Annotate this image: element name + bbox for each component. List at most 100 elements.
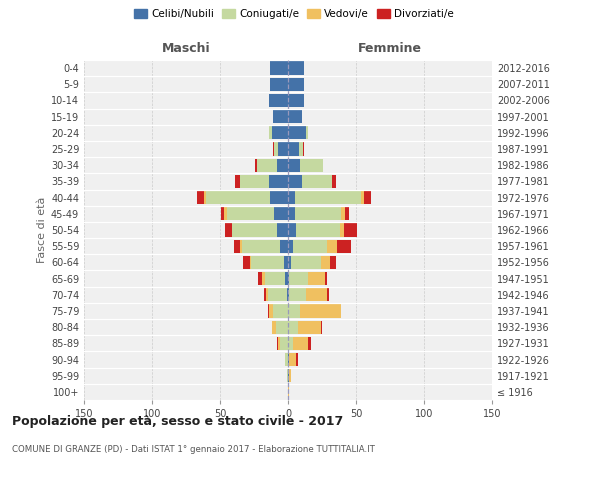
Bar [299, 142, 303, 156]
Text: COMUNE DI GRANZE (PD) - Dati ISTAT 1° gennaio 2017 - Elaborazione TUTTITALIA.IT: COMUNE DI GRANZE (PD) - Dati ISTAT 1° ge… [12, 445, 375, 454]
Bar [285, 272, 288, 285]
Bar [226, 224, 232, 236]
Bar [303, 142, 304, 156]
Bar [288, 272, 289, 285]
Bar [328, 240, 337, 253]
Bar [293, 240, 328, 253]
Bar [328, 288, 329, 302]
Bar [273, 142, 274, 156]
Bar [280, 336, 288, 350]
Bar [308, 272, 325, 285]
Bar [302, 175, 332, 188]
Text: Maschi: Maschi [161, 42, 211, 55]
Bar [364, 191, 371, 204]
Bar [273, 304, 288, 318]
Y-axis label: Fasce di età: Fasce di età [37, 197, 47, 263]
Bar [295, 207, 341, 220]
Bar [262, 272, 265, 285]
Bar [296, 353, 298, 366]
Bar [288, 94, 304, 107]
Bar [289, 369, 291, 382]
Bar [361, 191, 364, 204]
Bar [341, 207, 345, 220]
Bar [269, 175, 288, 188]
Bar [243, 256, 250, 269]
Bar [288, 207, 295, 220]
Bar [203, 191, 206, 204]
Bar [269, 304, 273, 318]
Bar [288, 288, 289, 302]
Bar [233, 240, 241, 253]
Bar [288, 353, 289, 366]
Bar [320, 320, 322, 334]
Bar [241, 240, 242, 253]
Bar [288, 386, 289, 398]
Bar [288, 240, 293, 253]
Bar [289, 353, 296, 366]
Bar [224, 207, 227, 220]
Bar [271, 191, 288, 204]
Bar [288, 191, 295, 204]
Bar [287, 369, 288, 382]
Bar [288, 336, 293, 350]
Bar [320, 256, 330, 269]
Bar [288, 256, 291, 269]
Bar [288, 110, 302, 124]
Bar [288, 320, 298, 334]
Bar [268, 304, 269, 318]
Bar [232, 224, 277, 236]
Bar [269, 94, 288, 107]
Bar [296, 224, 340, 236]
Bar [268, 288, 287, 302]
Bar [269, 126, 272, 140]
Bar [242, 240, 280, 253]
Bar [288, 62, 304, 74]
Bar [277, 158, 288, 172]
Bar [291, 256, 320, 269]
Bar [305, 288, 328, 302]
Bar [250, 256, 251, 269]
Bar [288, 369, 289, 382]
Bar [278, 142, 288, 156]
Bar [298, 320, 320, 334]
Bar [265, 272, 285, 285]
Bar [271, 78, 288, 91]
Bar [274, 207, 288, 220]
Bar [344, 224, 358, 236]
Legend: Celibi/Nubili, Coniugati/e, Vedovi/e, Divorziati/e: Celibi/Nubili, Coniugati/e, Vedovi/e, Di… [130, 5, 458, 24]
Bar [278, 336, 280, 350]
Bar [277, 224, 288, 236]
Bar [284, 256, 288, 269]
Bar [241, 175, 269, 188]
Bar [295, 191, 361, 204]
Y-axis label: Anni di nascita: Anni di nascita [598, 188, 600, 271]
Bar [288, 304, 300, 318]
Bar [305, 126, 308, 140]
Bar [345, 207, 349, 220]
Bar [288, 142, 299, 156]
Bar [325, 272, 328, 285]
Bar [221, 207, 224, 220]
Bar [288, 224, 296, 236]
Bar [277, 336, 278, 350]
Bar [271, 62, 288, 74]
Bar [251, 256, 284, 269]
Bar [258, 272, 262, 285]
Bar [300, 304, 341, 318]
Bar [274, 142, 278, 156]
Bar [197, 191, 203, 204]
Bar [206, 191, 271, 204]
Bar [288, 175, 302, 188]
Bar [263, 288, 266, 302]
Bar [293, 336, 308, 350]
Bar [289, 288, 305, 302]
Bar [285, 353, 288, 366]
Bar [340, 224, 344, 236]
Bar [308, 336, 311, 350]
Bar [288, 126, 305, 140]
Bar [257, 158, 277, 172]
Bar [332, 175, 335, 188]
Bar [300, 158, 323, 172]
Text: Popolazione per età, sesso e stato civile - 2017: Popolazione per età, sesso e stato civil… [12, 415, 343, 428]
Bar [256, 158, 257, 172]
